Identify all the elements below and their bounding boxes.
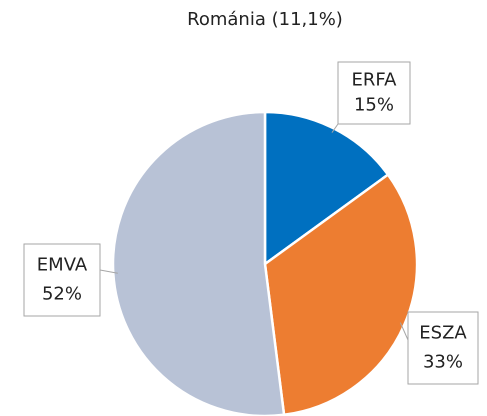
leader-line — [399, 322, 409, 341]
value-label: 52% — [42, 283, 82, 304]
slice-label: ESZA — [419, 323, 467, 344]
label-box — [407, 311, 479, 385]
pie-slice — [263, 110, 390, 267]
label-box — [23, 243, 101, 317]
slice-label: EMVA — [37, 255, 88, 276]
pie-slice — [263, 172, 419, 416]
value-label: 15% — [354, 94, 394, 115]
leader-line — [99, 269, 118, 274]
pie-slice — [111, 110, 286, 416]
label-box — [337, 61, 411, 125]
slice-label: ERFA — [352, 70, 398, 91]
value-label: 33% — [423, 351, 463, 372]
leader-line — [331, 123, 339, 133]
chart-title: Románia (11,1%) — [187, 9, 343, 30]
